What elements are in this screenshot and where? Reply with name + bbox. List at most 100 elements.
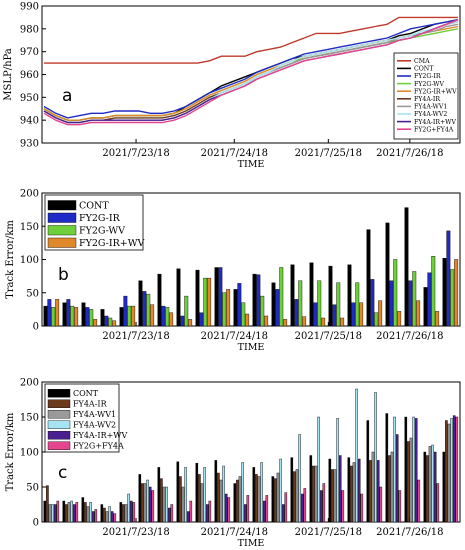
bar-fy2g-wv [355,282,360,327]
bar-fy4a-ir [46,485,49,523]
bar-fy2g-wv [260,295,265,327]
x-tick-label: 2021/7/23/18 [102,527,169,538]
bar-cont [271,282,276,327]
bar-fy4a-wv1 [200,483,204,523]
bar-cont [271,476,275,523]
legend-label-cont: CONT [79,201,109,212]
panel-c-track-error-fy4a-chart: 0 50 100 150 200 2021/7/23/18 2021/7/24/18 2021… [5,378,461,549]
bar-fy2g-fy4a [455,416,459,523]
bar-fy4a-wv1 [238,476,242,523]
legend-label-fy4a-ir-wv: FY4A-IR+WV [73,431,128,440]
bar-fy2g-wv [279,267,284,327]
bar-fy4a-wv1 [181,486,185,523]
legend-swatch-fy2g-ir [47,212,77,223]
legend-label-cma: CMA [414,58,430,65]
bar-fy4a-ir [369,460,372,523]
bar-fy4a-wv2 [51,504,54,523]
bar-fy4a-ir [445,420,448,523]
legend-label-cont: CONT [414,66,434,73]
bar-fy4a-wv1 [428,446,432,523]
bar-fy2g-ir-wv [74,307,79,327]
bar-fy2g-ir [275,289,280,327]
legend-swatch-fy2g-wv [47,225,77,236]
legend-swatch-cont [47,200,77,211]
bar-cont [81,497,85,523]
bar-fy2g-fy4a [94,509,98,523]
bar-fy4a-ir-wv [281,504,285,523]
bar-fy4a-ir [141,483,144,523]
bar-fy4a-wv2 [431,444,434,523]
bar-fy2g-ir-wv [112,320,117,327]
bar-fy4a-ir-wv [338,455,342,523]
bar-fy4a-ir [217,472,220,523]
y-tick-label: 200 [20,378,39,389]
bar-fy2g-ir-wv [359,302,364,327]
bar-fy4a-wv2 [184,467,187,523]
bar-fy2g-ir [85,307,90,327]
bar-fy4a-wv1 [314,465,318,523]
bar-fy4a-wv2 [89,502,92,523]
y-tick-label: 950 [20,93,39,104]
bar-fy2g-ir-wv [131,305,136,327]
bar-fy4a-ir [255,474,258,523]
bar-cont [81,302,86,327]
bar-cont [62,302,67,327]
legend-label-fy4a-wv2: FY4A-WV2 [414,111,447,118]
bar-fy2g-fy4a [132,502,136,523]
bar-cont [157,273,162,327]
bar-fy2g-fy4a [341,490,345,523]
bar-cont [214,460,218,523]
legend-label-fy2g-ir: FY2G-IR [414,73,441,80]
bar-fy2g-wv [51,307,56,327]
bar-fy4a-wv2 [336,418,339,523]
bar-fy4a-wv1 [86,506,90,523]
bar-fy2g-ir-wv [340,317,345,327]
bar-fy4a-ir-wv [53,504,57,523]
bar-fy4a-ir-wv [186,511,190,523]
bar-fy4a-wv2 [241,462,244,523]
bar-fy2g-wv [222,292,227,327]
bar-fy4a-ir [388,455,391,523]
legend-label-fy4a-wv1: FY4A-WV1 [414,104,447,111]
bar-fy4a-wv2 [146,479,149,523]
legend-label-fy2g-ir-wv: FY2G-IR+WV [414,88,457,95]
bar-fy4a-ir-wv [91,511,95,523]
bar-fy4a-wv1 [48,504,52,523]
bar-cont [119,502,123,523]
bar-fy4a-wv2 [260,462,263,523]
bar-fy4a-wv2 [279,458,282,523]
bar-fy2g-ir [237,283,242,327]
y-tick-label: 150 [20,222,39,233]
bar-fy4a-wv1 [409,437,413,523]
bar-cont [176,461,180,523]
x-axis-title: TIME [238,538,265,549]
bar-fy2g-wv [203,277,208,327]
bar-fy2g-wv [298,280,303,327]
bar-fy2g-fy4a [56,500,60,523]
bar-fy2g-ir [256,274,261,327]
legend-label-fy4a-ir: FY4A-IR [73,400,108,409]
bar-cont [366,420,370,523]
x-axis-title: TIME [238,342,265,353]
bar-fy4a-ir-wv [319,490,323,523]
bar-cont [100,504,104,523]
series-line-cma [44,16,458,64]
bar-fy4a-ir-wv [300,493,304,523]
bar-fy2g-wv [412,271,417,327]
bar-fy4a-wv2 [222,465,225,523]
bar-fy4a-wv2 [374,392,377,523]
bar-cont [195,463,199,523]
bar-fy2g-ir-wv [302,316,307,327]
bar-fy2g-ir-wv [245,313,250,327]
bar-fy2g-ir-wv [188,319,193,327]
y-tick-label: 970 [20,47,39,58]
bar-fy4a-ir [331,469,334,523]
bar-fy2g-ir [180,315,185,327]
legend-swatch-fy2g-fy4a [47,441,71,450]
bar-fy2g-ir-wv [150,304,155,327]
bar-fy4a-ir-wv [357,458,361,523]
bar-fy2g-wv [317,280,322,327]
bar-fy2g-ir [66,299,71,327]
legend-label-fy4a-wv1: FY4A-WV1 [73,410,116,419]
